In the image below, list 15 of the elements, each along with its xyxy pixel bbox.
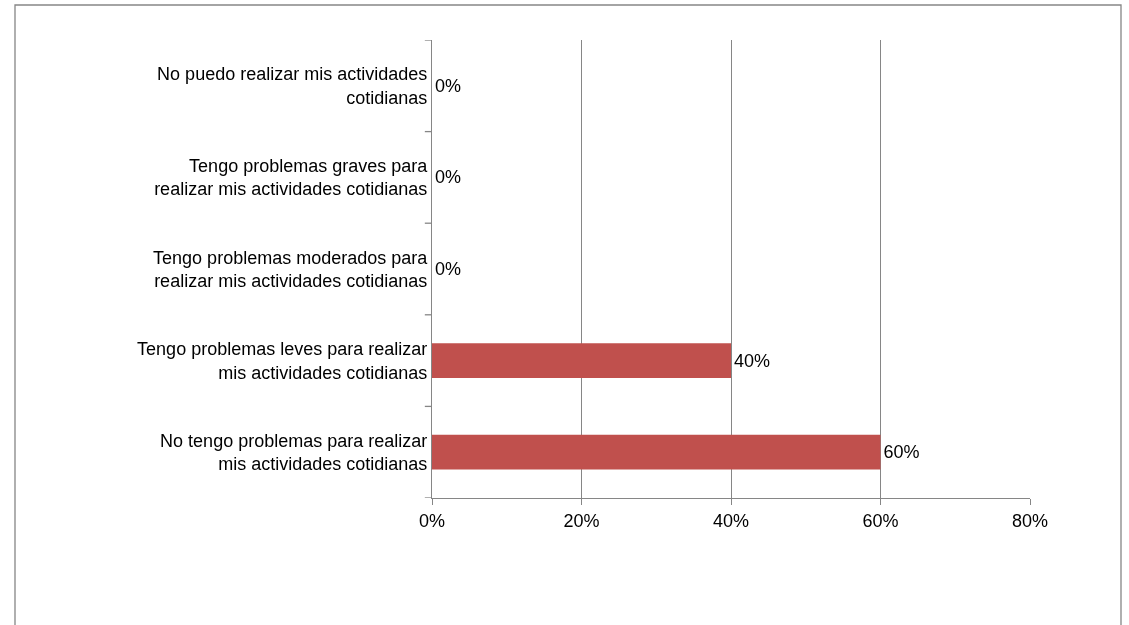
data-label: 0%: [435, 167, 462, 188]
x-tick-label: 40%: [712, 510, 750, 531]
data-label: 0%: [435, 259, 462, 279]
x-tick-label: 0%: [418, 510, 446, 531]
y-tick-label: Tengo problemas graves para realizar mis actividades cotidianas: [154, 156, 429, 200]
y-tick-label: Tengo problemas leves para realizar mis actividades cotidianas: [137, 339, 428, 383]
data-label: 40%: [734, 350, 771, 371]
y-tick-label: Tengo problemas moderados para realizar mis actividades cotidianas: [153, 247, 429, 291]
y-tick-label: No puedo realizar mis actividades cotidianas: [157, 64, 428, 108]
data-label: 60%: [883, 442, 920, 463]
x-tick-label: 80%: [1011, 510, 1049, 531]
x-tick-label: 20%: [563, 510, 600, 531]
x-tick-label: 60%: [862, 510, 899, 531]
y-tick-label: No tengo problemas para realizar mis actividades cotidianas: [160, 430, 428, 475]
data-label: 0%: [435, 75, 462, 96]
